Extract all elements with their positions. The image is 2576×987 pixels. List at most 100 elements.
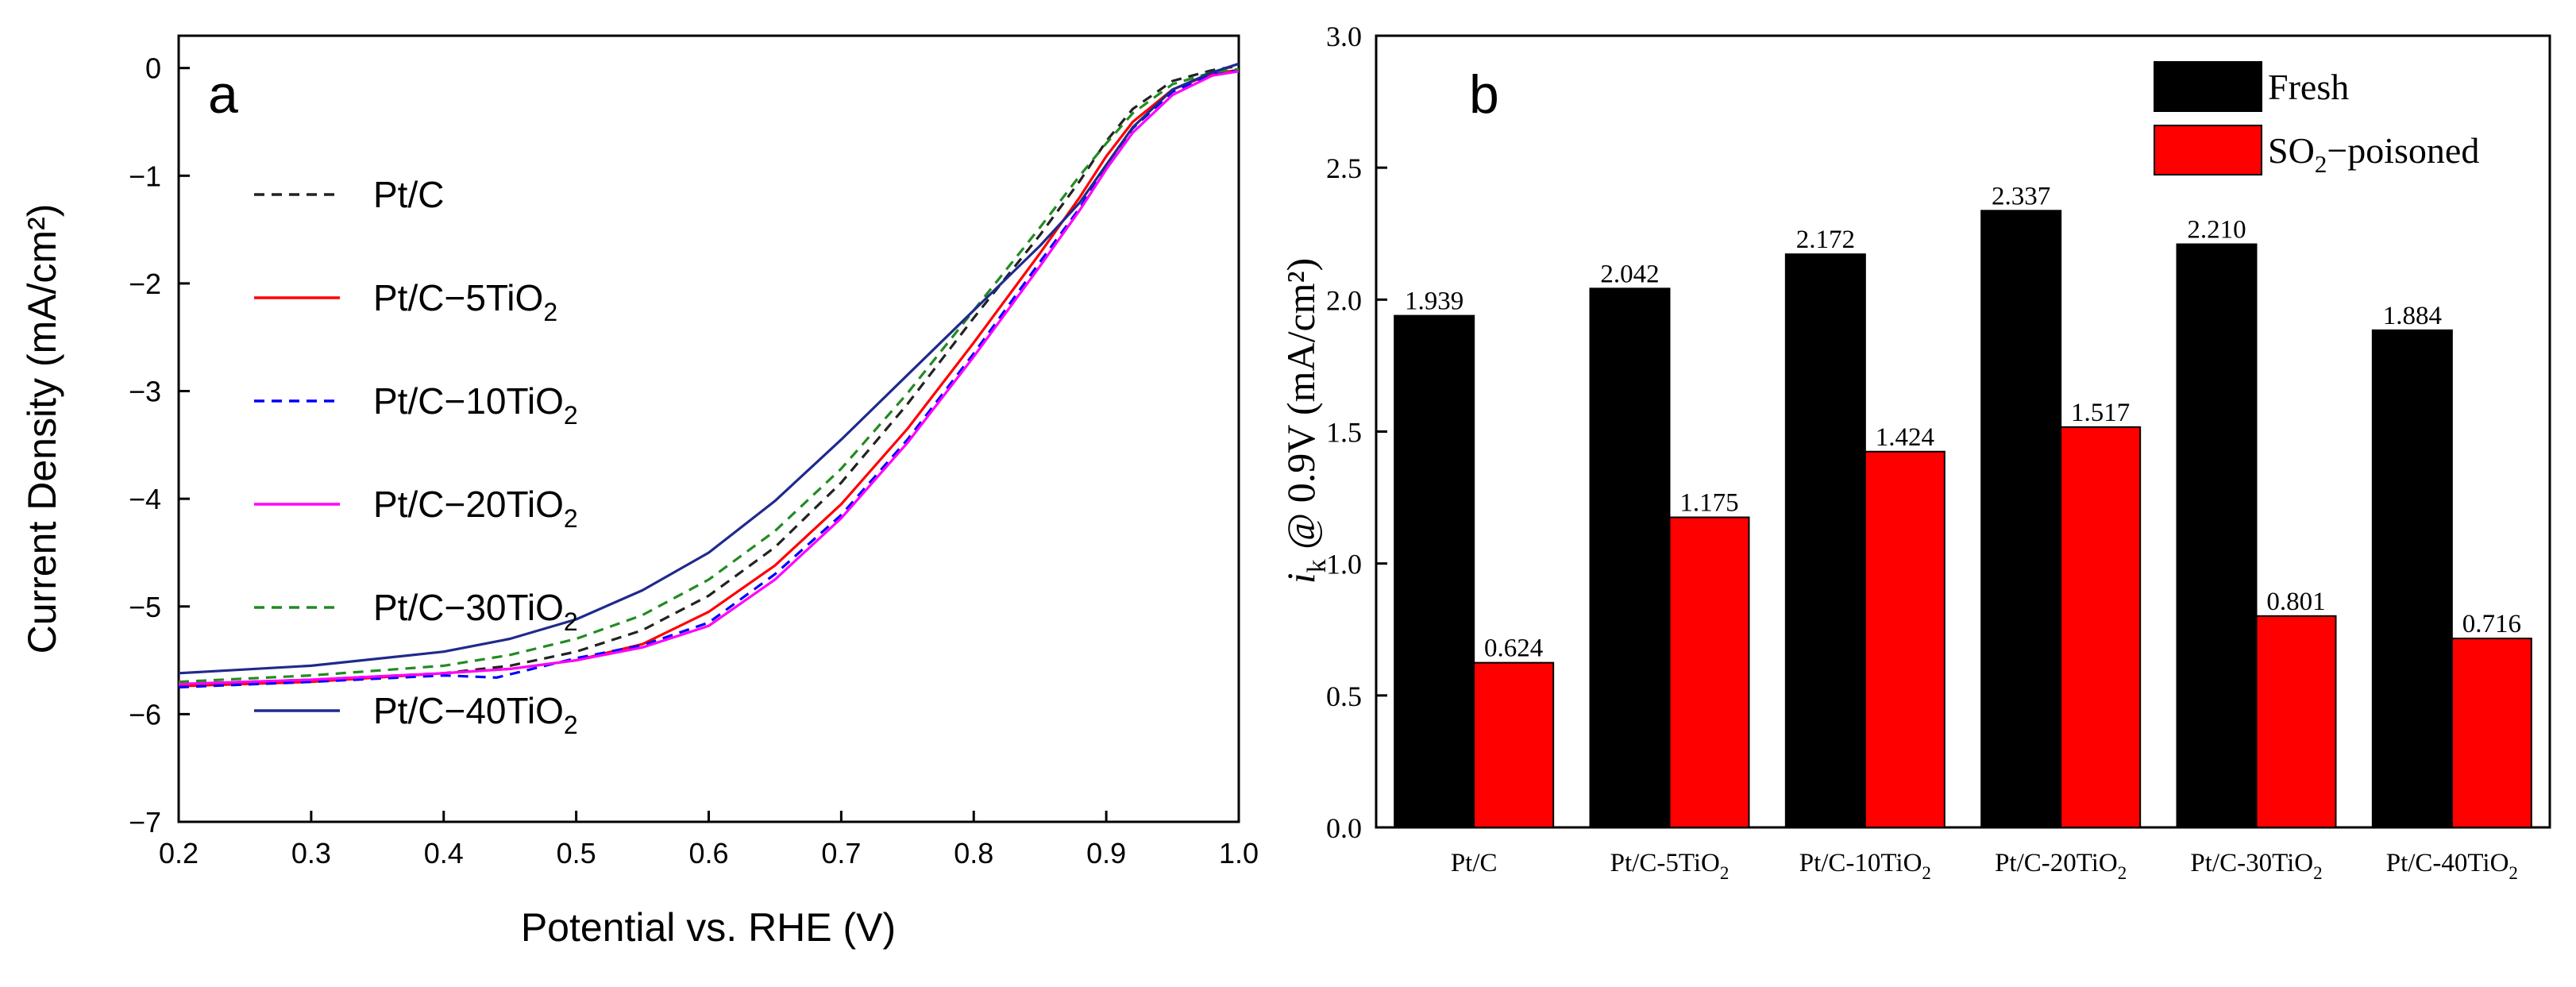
- panel-b-bar: [2371, 329, 2453, 829]
- panel-b-legend: Fresh SO2−poisoned: [2154, 61, 2479, 178]
- panel-b-bar: [1668, 516, 1750, 829]
- panel-a-y-ticks: 0 −1 −2 −3 −4 −5 −6 −7: [129, 52, 190, 839]
- panel-b-y-tick-label: 1.0: [1326, 549, 1362, 580]
- panel-a-series-line: [178, 64, 1240, 685]
- panel-a-legend-label: Pt/C−5TiO2: [373, 277, 557, 326]
- panel-b-legend-label-base: Fresh: [2268, 67, 2349, 107]
- panel-a-legend-label-base: Pt/C: [373, 174, 444, 215]
- panel-a-legend-label-sub: 2: [564, 401, 578, 430]
- panel-b-y-axis-title-italic: i: [1278, 573, 1323, 584]
- panel-b-bar: [1589, 287, 1671, 829]
- panel-b-x-category-labels: Pt/C Pt/C-5TiO2 Pt/C-10TiO2 Pt/C-20TiO2 Pt/C…: [1451, 849, 2518, 883]
- panel-a-legend: Pt/CPt/C−5TiO2Pt/C−10TiO2Pt/C−20TiO2Pt/C…: [254, 174, 578, 739]
- panel-a-line-chart: a Potential vs. RHE (V) Current Density …: [20, 34, 1259, 950]
- panel-a-x-tick-label: 0.7: [821, 837, 861, 869]
- panel-b-x-category-label-base: Pt/C: [1451, 849, 1498, 877]
- panel-b-bar-value-label: 1.517: [2071, 399, 2130, 427]
- panel-b-bar: [2176, 243, 2258, 828]
- panel-b-x-category-label: Pt/C-10TiO2: [1799, 849, 1931, 883]
- panel-a-y-tick-label: −1: [129, 160, 161, 192]
- panel-b-x-category-label-sub: 2: [2118, 863, 2127, 883]
- panel-b-bar-value-label: 0.716: [2462, 610, 2521, 638]
- panel-b-y-tick-label: 0.0: [1326, 812, 1362, 844]
- panel-b-bar-value-label: 0.801: [2266, 588, 2325, 616]
- panel-b-bar: [1864, 450, 1945, 828]
- panel-b-legend-label-rest: −poisoned: [2327, 130, 2479, 171]
- panel-b-bar: [1980, 210, 2062, 829]
- panel-a-x-ticks: 0.2 0.3 0.4 0.5 0.6 0.7 0.8 0.9 1.0: [159, 811, 1259, 869]
- panel-a-x-axis-title: Potential vs. RHE (V): [521, 905, 896, 950]
- panel-b-x-category-label: Pt/C: [1451, 849, 1498, 877]
- panel-b-bar: [2060, 426, 2142, 828]
- panel-b-legend-label-sub: 2: [2315, 150, 2327, 178]
- panel-b-bar-value-label: 2.210: [2187, 216, 2246, 245]
- panel-a-legend-label-base: Pt/C−40TiO: [373, 690, 564, 731]
- panel-b-legend-label-base: SO: [2268, 130, 2315, 171]
- panel-b-bars: 1.939 0.624 2.042 1.175 2.172 1.424 2.337 1.517…: [1394, 182, 2532, 829]
- panel-a-y-axis-title: Current Density (mA/cm²): [20, 204, 64, 654]
- panel-a-legend-label: Pt/C−40TiO2: [373, 690, 578, 739]
- panel-a-legend-label-sub: 2: [564, 504, 578, 533]
- panel-b-y-tick-label: 1.5: [1326, 417, 1362, 449]
- panel-a-y-tick-label: −2: [129, 268, 161, 300]
- panel-b-x-category-label-sub: 2: [1922, 863, 1931, 883]
- panel-b-bar: [2451, 638, 2532, 828]
- panel-b-x-category-label-base: Pt/C-20TiO: [1995, 849, 2118, 877]
- panel-a-series-line: [178, 62, 1240, 675]
- panel-b-bar: [1394, 314, 1475, 828]
- panel-a-x-tick-label: 0.9: [1086, 837, 1126, 869]
- panel-b-y-tick-label: 3.0: [1326, 21, 1362, 52]
- panel-b-legend-label: Fresh: [2268, 67, 2349, 107]
- panel-a-legend-label-sub: 2: [543, 298, 557, 326]
- panel-b-y-axis-title-sub: k: [1302, 559, 1332, 573]
- panel-b-x-category-label-sub: 2: [1720, 863, 1730, 883]
- panel-a-series-line: [178, 68, 1240, 689]
- panel-b-bar: [2255, 615, 2337, 829]
- panel-b-bar-value-label: 0.624: [1484, 634, 1543, 663]
- panel-b-x-category-label-sub: 2: [2509, 863, 2518, 883]
- panel-a-legend-label: Pt/C−10TiO2: [373, 380, 578, 430]
- panel-b-legend-swatch: [2154, 61, 2262, 112]
- panel-a-y-tick-label: −7: [129, 806, 161, 839]
- panel-a-y-tick-label: −5: [129, 591, 161, 623]
- panel-a-x-tick-label: 0.3: [291, 837, 331, 869]
- panel-b-y-tick-label: 2.5: [1326, 152, 1362, 184]
- panel-b-y-ticks: 0.0 0.5 1.0 1.5 2.0 2.5 3.0: [1326, 21, 1387, 844]
- panel-a-y-tick-label: −4: [129, 483, 161, 515]
- panel-a-legend-label: Pt/C: [373, 174, 444, 215]
- panel-a-label: a: [208, 64, 238, 125]
- panel-b-bar: [1784, 253, 1866, 828]
- panel-a-y-tick-label: −3: [129, 376, 161, 408]
- panel-b-y-tick-label: 0.5: [1326, 680, 1362, 712]
- panel-b-y-axis-title: ik @ 0.9V (mA/cm²): [1278, 258, 1332, 584]
- panel-b-x-category-label: Pt/C-20TiO2: [1995, 849, 2127, 883]
- panel-a-legend-label: Pt/C−20TiO2: [373, 484, 578, 533]
- panel-a-legend-label-sub: 2: [564, 711, 578, 739]
- panel-b-bar: [1473, 661, 1555, 829]
- panel-a-x-tick-label: 0.5: [557, 837, 596, 869]
- panel-a-legend-label-base: Pt/C−5TiO: [373, 277, 543, 318]
- panel-a-series-lines: [178, 62, 1240, 689]
- panel-a-legend-label-base: Pt/C−30TiO: [373, 587, 564, 628]
- panel-b-bar-value-label: 2.042: [1600, 260, 1659, 288]
- panel-b-bar-value-label: 2.337: [1992, 182, 2050, 210]
- panel-b-bar-value-label: 1.939: [1405, 287, 1463, 316]
- panel-a-x-tick-label: 1.0: [1219, 837, 1259, 869]
- panel-b-x-category-label: Pt/C-5TiO2: [1610, 849, 1730, 883]
- panel-a-series-line: [178, 68, 1240, 688]
- panel-b-x-category-label-base: Pt/C-30TiO: [2190, 849, 2313, 877]
- panel-a-legend-label-base: Pt/C−20TiO: [373, 484, 564, 525]
- panel-b-legend-swatch: [2154, 125, 2262, 175]
- panel-a-legend-label-sub: 2: [564, 607, 578, 636]
- panel-b-bar-chart: b ik @ 0.9V (mA/cm²) 0.0 0.5 1.0 1.5 2.0 2.5 3…: [1278, 21, 2551, 883]
- panel-a-y-tick-label: 0: [145, 52, 161, 85]
- panel-a-x-tick-label: 0.6: [688, 837, 728, 869]
- panel-b-bar-value-label: 1.424: [1876, 423, 1934, 452]
- panel-a-y-tick-label: −6: [129, 698, 161, 731]
- panel-b-x-category-label-base: Pt/C-40TiO: [2386, 849, 2509, 877]
- panel-b-x-category-label-base: Pt/C-10TiO: [1799, 849, 1922, 877]
- panel-a-x-tick-label: 0.4: [424, 837, 464, 869]
- panel-b-bar-value-label: 1.884: [2383, 302, 2442, 330]
- panel-b-label: b: [1469, 64, 1499, 125]
